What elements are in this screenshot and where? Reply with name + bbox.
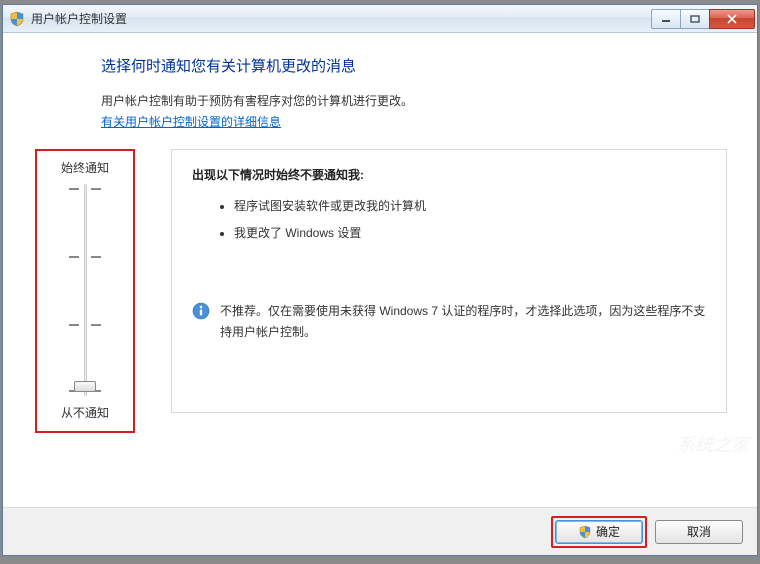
window-title: 用户帐户控制设置 — [31, 10, 652, 27]
slider-panel: 始终通知 从不通知 — [35, 149, 135, 433]
page-heading: 选择何时通知您有关计算机更改的消息 — [101, 55, 729, 76]
uac-slider[interactable] — [65, 184, 105, 396]
minimize-button[interactable] — [651, 9, 681, 29]
bullet-item: 我更改了 Windows 设置 — [234, 224, 706, 241]
cancel-button-label: 取消 — [687, 523, 711, 540]
recommendation-text: 不推荐。仅在需要使用未获得 Windows 7 认证的程序时，才选择此选项，因为… — [220, 301, 706, 342]
bullet-item: 程序试图安装软件或更改我的计算机 — [234, 197, 706, 214]
watermark: 系统之家 — [677, 431, 749, 457]
uac-settings-window: 用户帐户控制设置 选择何时通知您有关计算机更改的消息 用户帐户控制有助于预防有害… — [2, 4, 758, 556]
intro-text: 用户帐户控制有助于预防有害程序对您的计算机进行更改。 — [101, 92, 729, 111]
detail-heading: 出现以下情况时始终不要通知我: — [192, 166, 706, 183]
slider-top-label: 始终通知 — [61, 159, 109, 176]
window-controls — [652, 9, 755, 29]
slider-track — [84, 184, 87, 396]
learn-more-link[interactable]: 有关用户帐户控制设置的详细信息 — [101, 113, 281, 130]
ok-button[interactable]: 确定 — [555, 520, 643, 544]
bullet-list: 程序试图安装软件或更改我的计算机 我更改了 Windows 设置 — [234, 197, 706, 241]
ok-button-highlight: 确定 — [551, 516, 647, 548]
titlebar[interactable]: 用户帐户控制设置 — [3, 5, 757, 33]
info-icon — [192, 302, 210, 320]
detail-panel: 出现以下情况时始终不要通知我: 程序试图安装软件或更改我的计算机 我更改了 Wi… — [171, 149, 727, 413]
main-area: 始终通知 从不通知 出现以下情况时始终不要通知我: 程序试图安装软件或更改我的计… — [31, 149, 729, 433]
button-bar: 确定 取消 — [3, 507, 757, 555]
recommendation-row: 不推荐。仅在需要使用未获得 Windows 7 认证的程序时，才选择此选项，因为… — [192, 301, 706, 342]
slider-thumb[interactable] — [74, 381, 96, 392]
shield-icon — [578, 525, 592, 539]
content-area: 选择何时通知您有关计算机更改的消息 用户帐户控制有助于预防有害程序对您的计算机进… — [3, 33, 757, 507]
slider-bottom-label: 从不通知 — [61, 404, 109, 421]
maximize-button[interactable] — [680, 9, 710, 29]
ok-button-label: 确定 — [596, 523, 620, 540]
cancel-button[interactable]: 取消 — [655, 520, 743, 544]
shield-icon — [9, 11, 25, 27]
close-button[interactable] — [709, 9, 755, 29]
